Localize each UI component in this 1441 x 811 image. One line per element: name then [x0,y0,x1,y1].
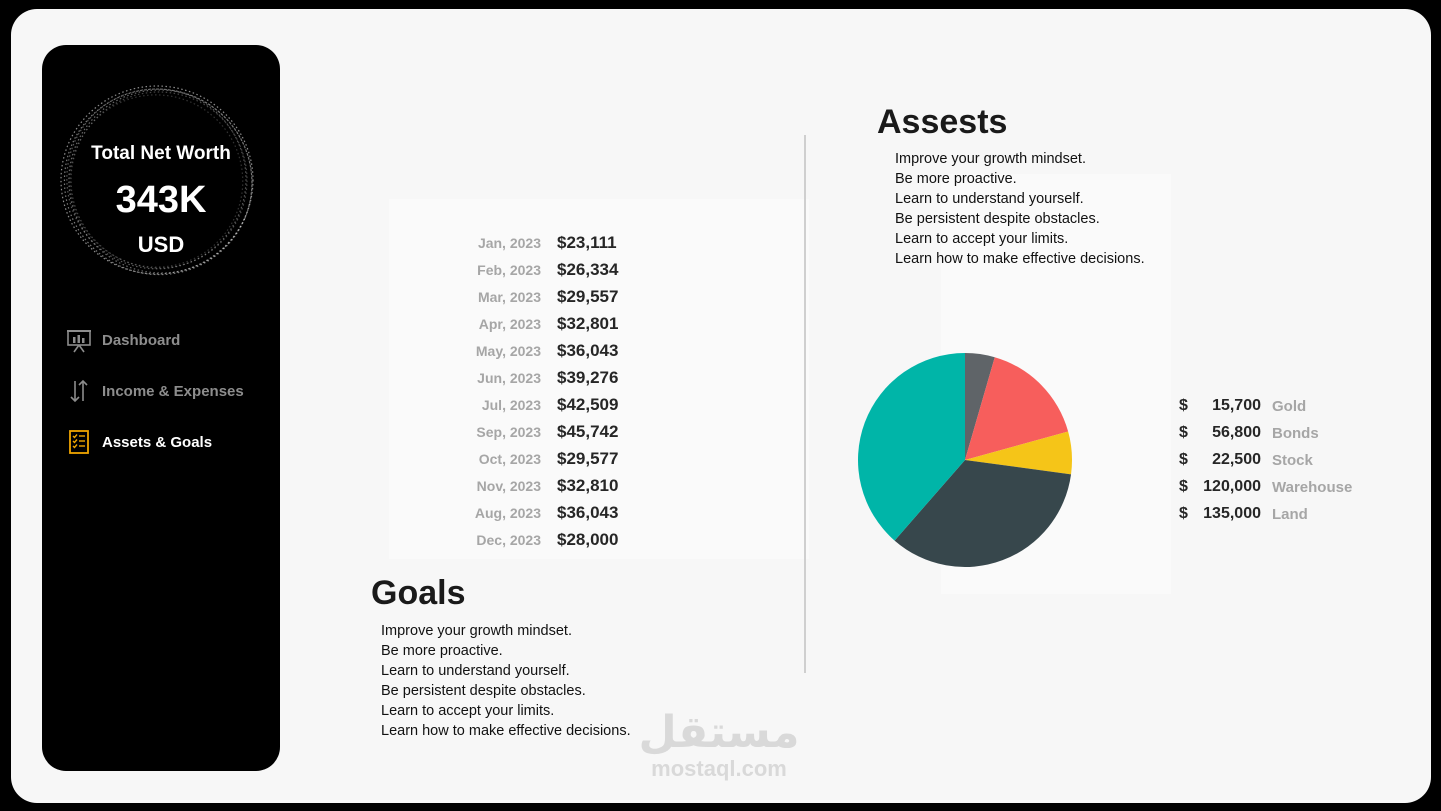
pie-slice-land [858,353,965,541]
month-value: $23,111 [557,233,617,252]
net-worth-value: 343K [115,179,207,221]
net-worth-title: Total Net Worth [91,143,231,164]
sidebar: Total Net Worth 343K USD Dashboard [42,45,280,771]
table-row: Sep, 2023 $45,742 [441,420,641,447]
month-value: $29,557 [557,287,619,306]
month-label: May, 2023 [475,343,541,359]
legend-row-warehouse: $120,000 Warehouse [1179,476,1399,503]
legend-name: Bonds [1272,425,1319,442]
month-label: Nov, 2023 [476,478,541,494]
app-window: Total Net Worth 343K USD Dashboard [11,9,1431,803]
table-row: Nov, 2023 $32,810 [441,474,641,501]
nav-label-assets-goals: Assets & Goals [102,433,213,451]
pie-slice-gold [965,353,995,460]
month-value: $36,043 [557,341,619,360]
month-label: Feb, 2023 [477,262,541,278]
list-item: Improve your growth mindset. [895,151,1086,167]
nav-item-income-expenses[interactable]: Income & Expenses [66,376,244,406]
checklist-icon [66,429,92,455]
pie-slice-warehouse [894,460,1072,568]
month-label: Dec, 2023 [476,532,541,548]
legend-amount: 120,000 [1203,478,1261,495]
month-value: $26,334 [557,260,619,279]
legend-row-bonds: $56,800 Bonds [1179,422,1399,449]
watermark-latin: mostaql.com [651,756,787,781]
month-label: Jun, 2023 [477,370,541,386]
goals-list: Improve your growth mindset. Be more pro… [381,621,631,741]
goals-heading: Goals [371,574,466,612]
currency-symbol: $ [1179,505,1188,522]
assets-list: Improve your growth mindset. Be more pro… [895,149,1145,269]
vertical-divider [804,135,806,673]
table-row: Apr, 2023 $32,801 [441,312,641,339]
month-label: Sep, 2023 [476,424,541,440]
list-item: Learn how to make effective decisions. [895,251,1145,267]
month-label: Oct, 2023 [478,451,541,467]
currency-symbol: $ [1179,397,1188,414]
currency-symbol: $ [1179,424,1188,441]
month-value: $45,742 [557,422,619,441]
month-label: Jul, 2023 [481,397,541,413]
list-item: Learn how to make effective decisions. [381,723,631,739]
monthly-panel-bg [389,199,809,559]
month-value: $32,801 [557,314,619,333]
nav-item-assets-goals[interactable]: Assets & Goals [66,427,212,457]
legend-amount: 22,500 [1212,451,1261,468]
table-row: Oct, 2023 $29,577 [441,447,641,474]
legend-row-gold: $15,700 Gold [1179,395,1399,422]
legend-row-land: $135,000 Land [1179,503,1399,530]
nav-item-dashboard[interactable]: Dashboard [66,325,180,355]
currency-symbol: $ [1179,478,1188,495]
list-item: Learn to understand yourself. [381,663,570,679]
table-row: Jun, 2023 $39,276 [441,366,641,393]
assets-heading: Assests [877,103,1008,141]
legend-amount: 135,000 [1203,505,1261,522]
list-item: Be persistent despite obstacles. [381,683,586,699]
table-row: Feb, 2023 $26,334 [441,258,641,285]
table-row: May, 2023 $36,043 [441,339,641,366]
month-label: Apr, 2023 [478,316,541,332]
month-value: $29,577 [557,449,619,468]
month-label: Aug, 2023 [474,505,541,521]
legend-name: Stock [1272,452,1313,469]
list-item: Learn to accept your limits. [895,231,1069,247]
list-item: Be more proactive. [895,171,1017,187]
list-item: Learn to accept your limits. [381,703,555,719]
nav-label-dashboard: Dashboard [102,331,181,349]
list-item: Be more proactive. [381,643,503,659]
nav-label-income-expenses: Income & Expenses [102,382,244,400]
legend-amount: 56,800 [1212,424,1261,441]
list-item: Be persistent despite obstacles. [895,211,1100,227]
pie-slice-bonds [965,357,1069,460]
month-value: $39,276 [557,368,619,387]
legend-row-stock: $22,500 Stock [1179,449,1399,476]
pie-slice-stock [965,431,1072,475]
particle-ring-graphic [60,85,254,276]
currency-symbol: $ [1179,451,1188,468]
table-row: Jul, 2023 $42,509 [441,393,641,420]
watermark: مستقل mostaql.com [629,709,809,781]
legend-name: Land [1272,506,1308,523]
table-row: Jan, 2023 $23,111 [441,231,641,258]
month-label: Jan, 2023 [477,235,541,251]
table-row: Mar, 2023 $29,557 [441,285,641,312]
presentation-chart-icon [66,327,92,353]
month-value: $36,043 [557,503,619,522]
legend-amount: 15,700 [1212,397,1261,414]
watermark-arabic: مستقل [638,707,800,758]
legend-name: Warehouse [1272,479,1353,496]
table-row: Aug, 2023 $36,043 [441,501,641,528]
table-row: Dec, 2023 $28,000 [441,528,641,555]
month-value: $42,509 [557,395,619,414]
month-value: $28,000 [557,530,619,549]
assets-pie-chart [858,353,1072,568]
up-down-arrows-icon [66,378,92,404]
legend-name: Gold [1272,398,1307,415]
month-label: Mar, 2023 [477,289,541,305]
list-item: Learn to understand yourself. [895,191,1084,207]
net-worth-unit: USD [137,232,185,257]
list-item: Improve your growth mindset. [381,623,572,639]
month-value: $32,810 [557,476,619,495]
